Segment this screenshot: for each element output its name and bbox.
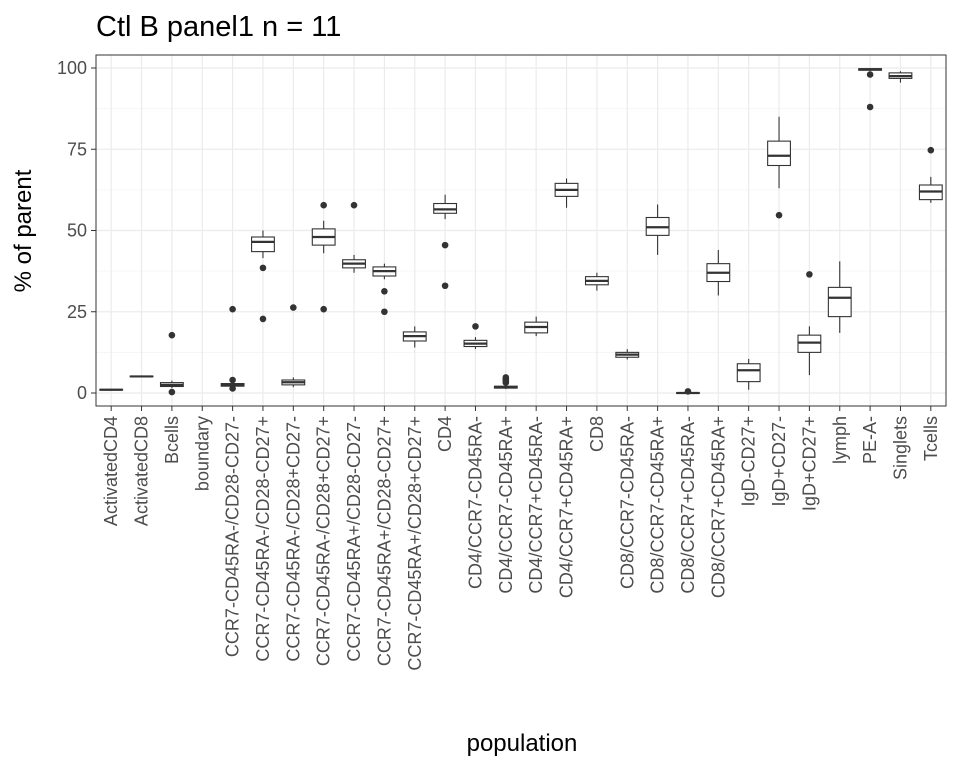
x-tick-label: CCR7-CD45RA-/CD28-CD27+ — [253, 416, 273, 662]
outlier-point — [441, 241, 449, 249]
outlier-point — [229, 305, 236, 313]
outlier-point — [775, 211, 783, 219]
x-tick-label: CCR7-CD45RA-/CD28+CD27+ — [314, 416, 334, 666]
box-7 — [311, 201, 336, 313]
box-21 — [736, 358, 761, 390]
box-9 — [372, 263, 397, 316]
x-tick-label: CCR7-CD45RA+/CD28+CD27+ — [405, 416, 425, 671]
chart-title: Ctl B panel1 n = 11 — [96, 11, 341, 43]
x-tick-label: PE-A- — [860, 416, 880, 464]
box-11 — [433, 194, 458, 290]
outlier-point — [168, 388, 176, 396]
x-tick-label: ActivatedCD8 — [132, 416, 152, 526]
x-tick-label: CD8/CCR7+CD45RA+ — [708, 416, 728, 598]
box-0 — [99, 388, 124, 391]
iqr-box — [767, 140, 791, 167]
box-13 — [493, 374, 518, 390]
x-tick-label: IgD-CD27+ — [739, 416, 759, 507]
box-4 — [220, 305, 245, 392]
box-24 — [827, 261, 852, 333]
outlier-point — [866, 71, 874, 78]
box-16 — [584, 272, 609, 291]
box-15 — [554, 178, 579, 208]
outlier-point — [472, 323, 479, 330]
outlier-point — [866, 103, 874, 111]
x-tick-label: CCR7-CD45RA-/CD28-CD27- — [223, 416, 243, 657]
x-tick-label: CD4/CCR7-CD45RA- — [465, 416, 485, 589]
outlier-point — [927, 146, 935, 154]
box-17 — [615, 349, 640, 360]
x-tick-label: Bcells — [162, 416, 182, 464]
box-20 — [706, 250, 731, 296]
x-tick-label: CD4/CCR7+CD45RA- — [526, 416, 546, 594]
box-layer — [99, 68, 943, 396]
outlier-point — [320, 201, 327, 209]
x-tick-label: ActivatedCD4 — [101, 416, 121, 526]
outlier-point — [350, 201, 358, 209]
box-6 — [281, 304, 306, 388]
box-2 — [159, 331, 184, 396]
x-tick-label: CD8/CCR7+CD45RA- — [678, 416, 698, 594]
y-tick-label: 50 — [67, 221, 87, 241]
axis-layer: 0 25 50 75 100 ActivatedCD4 ActivatedCD8 Bcells… — [57, 54, 947, 671]
x-tick-label: CCR7-CD45RA+/CD28-CD27- — [344, 416, 364, 662]
x-tick-label: Tcells — [921, 416, 941, 461]
iqr-box — [797, 334, 822, 353]
box-1 — [129, 375, 154, 378]
y-tick-label: 100 — [57, 58, 87, 78]
x-tick-label: CCR7-CD45RA-/CD28+CD27- — [283, 416, 303, 662]
outlier-point — [229, 376, 236, 384]
x-tick-label: boundary — [192, 416, 212, 491]
x-tick-label: CD4/CCR7+CD45RA+ — [557, 416, 577, 598]
x-tick-label: CD4 — [435, 416, 455, 452]
outlier-point — [259, 315, 267, 323]
x-axis-title: population — [467, 730, 578, 757]
outlier-point — [381, 308, 388, 316]
iqr-box — [251, 236, 275, 253]
box-14 — [524, 316, 549, 337]
x-tick-label: CD8/CCR7-CD45RA+ — [648, 416, 668, 594]
outlier-point — [290, 304, 297, 311]
outlier-point — [259, 264, 267, 272]
x-tick-label: IgD+CD27+ — [799, 416, 819, 511]
x-tick-label: lymph — [830, 416, 850, 464]
outlier-point — [381, 287, 388, 295]
x-tick-label: CD8 — [587, 416, 607, 452]
box-10 — [402, 326, 427, 348]
x-tick-label: CD8/CCR7-CD45RA- — [617, 416, 637, 589]
x-tick-label: Singlets — [890, 416, 910, 480]
box-19 — [676, 388, 700, 395]
outlier-point — [441, 282, 449, 290]
outlier-point — [229, 385, 236, 392]
box-22 — [767, 116, 791, 219]
box-5 — [251, 230, 275, 323]
iqr-box — [827, 286, 852, 318]
box-12 — [463, 323, 488, 350]
x-tick-label: CD4/CCR7-CD45RA+ — [496, 416, 516, 594]
box-26 — [888, 71, 913, 83]
box-25 — [858, 68, 883, 111]
box-27 — [918, 146, 943, 203]
box-23 — [797, 271, 822, 376]
x-tick-label: IgD+CD27- — [769, 416, 789, 507]
box-18 — [645, 204, 670, 255]
y-tick-label: 25 — [67, 302, 87, 322]
outlier-point — [502, 374, 510, 381]
x-tick-label: CCR7-CD45RA+/CD28-CD27+ — [374, 416, 394, 666]
y-tick-label: 75 — [67, 139, 87, 159]
iqr-box — [736, 363, 761, 383]
y-axis-title: % of parent — [10, 169, 37, 292]
outlier-point — [168, 331, 176, 339]
outlier-point — [684, 388, 692, 395]
outlier-point — [806, 271, 813, 278]
outlier-point — [320, 305, 327, 313]
y-tick-label: 0 — [77, 383, 87, 403]
box-8 — [342, 201, 366, 273]
